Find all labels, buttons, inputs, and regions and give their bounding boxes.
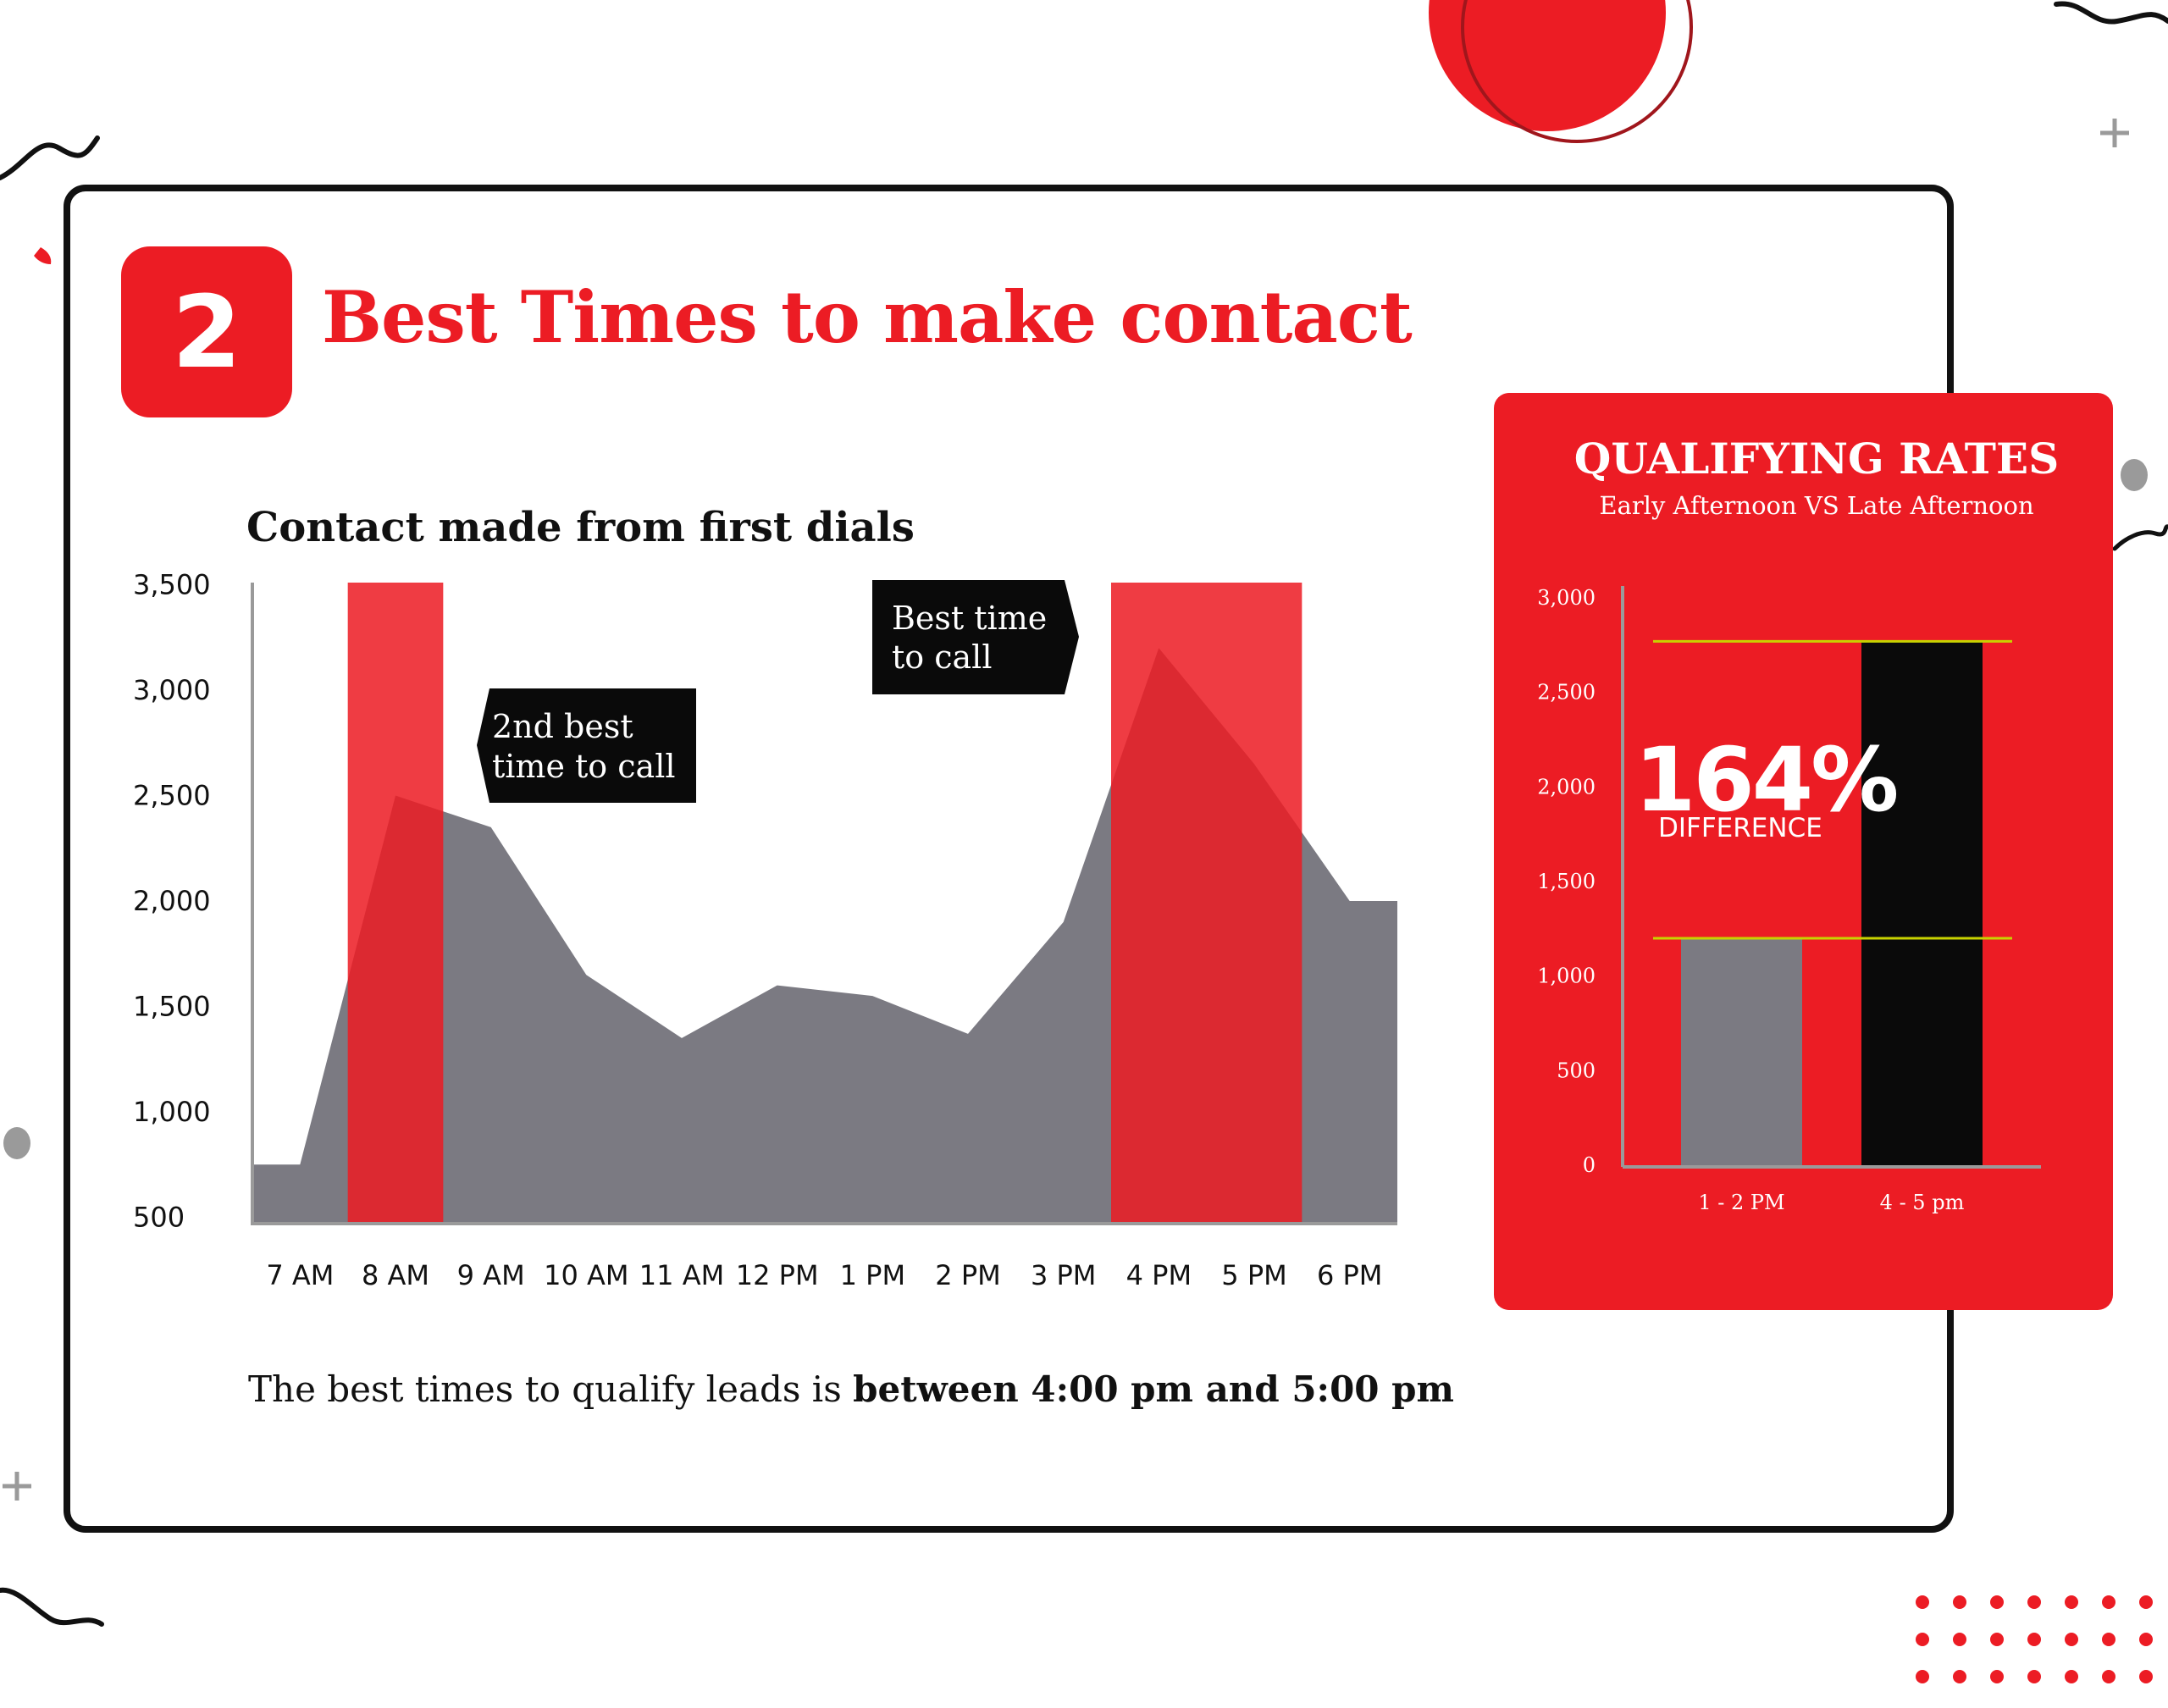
decor-dot: [1953, 1595, 1966, 1609]
decor-dot: [1990, 1633, 2004, 1646]
summary-text: The best times to qualify leads is betwe…: [248, 1368, 1454, 1410]
x-tick-label: 4 PM: [1126, 1259, 1192, 1291]
decor-dot-grid: [1916, 1595, 2153, 1683]
decor-ring: [1461, 0, 1693, 143]
x-tick-label: 12 PM: [736, 1259, 819, 1291]
decor-dot: [2027, 1595, 2041, 1609]
callout-best-line1: Best time: [892, 600, 1047, 637]
decor-gray-blob-left: [3, 1127, 30, 1159]
decor-dot: [1953, 1670, 1966, 1683]
decor-plus-top-right: [2100, 119, 2129, 147]
decor-squiggle-left: [0, 135, 100, 180]
callout-second-best-line2: time to call: [492, 748, 676, 785]
decor-dot: [2102, 1595, 2115, 1609]
decor-dot: [2102, 1633, 2115, 1646]
section-title: Best Times to make contact: [322, 275, 1413, 359]
x-tick-label: 1 - 2 PM: [1698, 1191, 1784, 1214]
callout-best-box: [872, 580, 1079, 694]
x-tick-label: 7 AM: [266, 1259, 334, 1291]
decor-dot: [1916, 1633, 1929, 1646]
decor-dot: [2139, 1595, 2153, 1609]
summary-emphasis: between 4:00 pm and 5:00 pm: [853, 1368, 1454, 1410]
x-tick-label: 2 PM: [935, 1259, 1000, 1291]
decor-dot: [1990, 1595, 2004, 1609]
decor-dot: [2139, 1633, 2153, 1646]
y-tick-label: 1,500: [1537, 870, 1596, 893]
y-tick-label: 3,500: [133, 568, 211, 600]
y-tick-label: 500: [133, 1202, 185, 1234]
qualifying-rates-panel: [1494, 393, 2113, 1310]
decor-dot: [2065, 1633, 2078, 1646]
y-tick-label: 3,000: [1537, 586, 1596, 610]
x-tick-label: 5 PM: [1221, 1259, 1286, 1291]
y-tick-label: 3,000: [133, 674, 211, 706]
callout-second-best-line1: 2nd best: [492, 708, 633, 745]
callout-best-line2: to call: [892, 638, 992, 676]
x-tick-label: 1 PM: [840, 1259, 905, 1291]
section-number-badge: 2: [121, 246, 292, 417]
decor-dot: [1916, 1670, 1929, 1683]
x-tick-label: 10 AM: [544, 1259, 628, 1291]
decor-dot: [2065, 1670, 2078, 1683]
decor-red-dot: [34, 247, 52, 264]
summary-prefix: The best times to qualify leads is: [248, 1368, 854, 1410]
decor-squiggle-right: [2112, 524, 2168, 551]
decor-dot: [2102, 1670, 2115, 1683]
area-chart-title: Contact made from first dials: [246, 504, 915, 551]
highlight-band-1: [347, 583, 444, 1224]
x-tick-label: 4 - 5 pm: [1880, 1191, 1965, 1214]
x-tick-label: 6 PM: [1317, 1259, 1382, 1291]
difference-label: DIFFERENCE: [1658, 813, 1822, 843]
x-tick-label: 9 AM: [457, 1259, 525, 1291]
bar-2: [1861, 641, 1983, 1165]
x-tick-label: 8 AM: [362, 1259, 429, 1291]
decor-dot: [1990, 1670, 2004, 1683]
panel-subtitle: Early Afternoon VS Late Afternoon: [1599, 491, 2034, 520]
y-tick-label: 2,500: [133, 780, 211, 812]
y-tick-label: 0: [1583, 1153, 1596, 1177]
decor-gray-blob-right: [2121, 459, 2148, 491]
callout-second-best-box: [477, 688, 696, 803]
decor-squiggle-top-right: [2054, 1, 2168, 25]
x-tick-label: 3 PM: [1031, 1259, 1096, 1291]
y-tick-label: 1,000: [1537, 965, 1596, 988]
x-tick-label: 11 AM: [639, 1259, 724, 1291]
decor-dot: [2139, 1670, 2153, 1683]
decor-plus-bottom-left: [3, 1472, 31, 1501]
difference-value: 164%: [1634, 728, 1899, 832]
y-tick-label: 1,000: [133, 1096, 211, 1128]
decor-dot: [1916, 1595, 1929, 1609]
decor-dot: [2065, 1595, 2078, 1609]
decor-dot: [2027, 1670, 2041, 1683]
y-tick-label: 500: [1557, 1059, 1596, 1082]
decor-squiggle-bottom-left: [0, 1587, 104, 1627]
bar-1: [1681, 938, 1802, 1165]
decor-dot: [2027, 1633, 2041, 1646]
y-tick-label: 2,000: [133, 885, 211, 917]
y-tick-label: 1,500: [133, 991, 211, 1023]
panel-title: QUALIFYING RATES: [1573, 434, 2060, 484]
highlight-band-2: [1111, 583, 1302, 1224]
section-number: 2: [171, 274, 242, 390]
y-tick-label: 2,000: [1537, 775, 1596, 799]
decor-dot: [1953, 1633, 1966, 1646]
y-tick-label: 2,500: [1537, 681, 1596, 705]
